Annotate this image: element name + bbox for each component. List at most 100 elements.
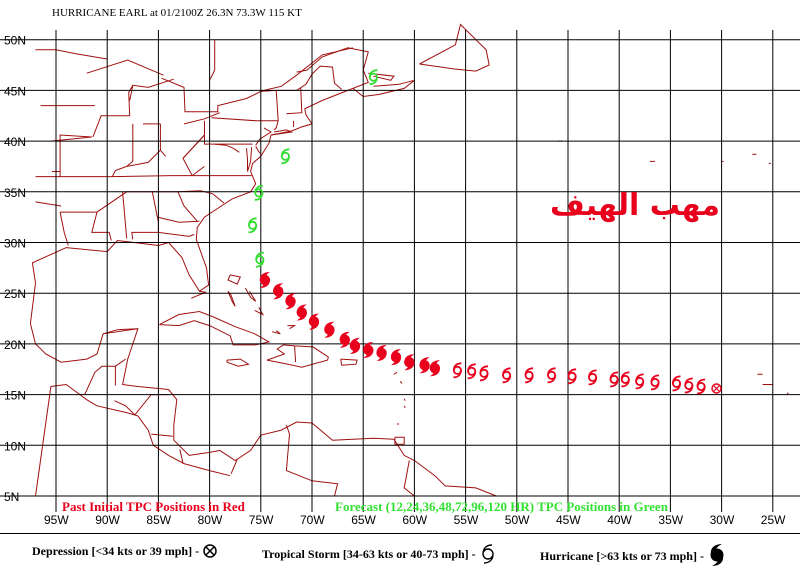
track-point-hurricane bbox=[404, 354, 415, 371]
bahamas-1 bbox=[227, 274, 242, 285]
track-point-storm bbox=[567, 368, 577, 385]
boundary-line bbox=[273, 120, 279, 131]
track-point-storm bbox=[368, 69, 378, 86]
legend-storm-text: Tropical Storm [34-63 kts or 40-73 mph] … bbox=[262, 547, 476, 561]
track-point-storm bbox=[467, 363, 477, 380]
lat-label: 5N bbox=[4, 490, 19, 504]
lon-label: 45W bbox=[556, 513, 581, 527]
lat-label: 15N bbox=[4, 389, 26, 403]
nova-scotia bbox=[352, 79, 415, 98]
windwards bbox=[393, 371, 398, 375]
trinidad bbox=[394, 436, 405, 445]
boundary-line bbox=[129, 78, 174, 101]
lat-label: 20N bbox=[4, 338, 26, 352]
boundary-line bbox=[91, 211, 112, 241]
boundary-line bbox=[92, 115, 130, 138]
bahamas-2 bbox=[227, 290, 236, 307]
lat-label: 30N bbox=[4, 237, 26, 251]
legend-storm: Tropical Storm [34-63 kts or 40-73 mph] … bbox=[262, 543, 497, 565]
boundary-line bbox=[84, 358, 126, 395]
track-point-hurricane bbox=[308, 313, 320, 330]
boundary-line bbox=[179, 449, 184, 464]
boundary-line bbox=[35, 49, 108, 60]
windwards-4 bbox=[403, 405, 406, 409]
lat-label: 10N bbox=[4, 439, 26, 453]
boundary-line bbox=[86, 59, 164, 76]
newfoundland bbox=[419, 23, 490, 72]
lon-label: 35W bbox=[658, 513, 683, 527]
lon-label: 60W bbox=[402, 513, 427, 527]
track-point-hurricane bbox=[273, 283, 284, 300]
track-point-storm bbox=[248, 217, 258, 234]
cuba bbox=[159, 310, 271, 346]
long-island bbox=[270, 129, 294, 136]
legend-depression: Depression [<34 kts or 39 mph] - bbox=[32, 543, 218, 559]
boundary-line bbox=[286, 87, 303, 115]
latitude-labels: 50N 45N 40N 35N 30N 25N 20N 15N 10N 5N bbox=[4, 34, 26, 504]
boundary-line bbox=[214, 143, 234, 149]
lon-label: 90W bbox=[95, 513, 120, 527]
track-point-storm bbox=[620, 371, 630, 388]
boundary-line bbox=[275, 89, 297, 121]
florida-keys bbox=[191, 290, 208, 299]
track-point-hurricane bbox=[390, 349, 402, 366]
lat-label: 35N bbox=[4, 186, 26, 200]
track-point-storm bbox=[635, 373, 645, 390]
boundary-line bbox=[35, 201, 62, 207]
hispaniola bbox=[266, 344, 329, 368]
track-point-storm bbox=[650, 374, 660, 391]
track-point-hurricane bbox=[339, 331, 350, 348]
track-point-hurricane bbox=[259, 272, 271, 288]
land-outlines bbox=[29, 23, 789, 497]
boundary-line bbox=[230, 459, 238, 474]
boundary-line bbox=[59, 134, 92, 177]
storm-track bbox=[248, 69, 722, 395]
depression-icon bbox=[203, 544, 217, 558]
boundary-line bbox=[35, 175, 252, 178]
lon-label: 65W bbox=[351, 513, 376, 527]
track-point-storm bbox=[524, 367, 534, 384]
boundary-line bbox=[59, 212, 69, 246]
boundary-line bbox=[131, 191, 159, 240]
boundary-line bbox=[157, 216, 200, 223]
boundary-line bbox=[182, 134, 205, 159]
boundary-line bbox=[294, 345, 297, 363]
lon-label: 40W bbox=[607, 513, 632, 527]
boundary-line bbox=[263, 47, 354, 91]
lon-label: 55W bbox=[454, 513, 479, 527]
track-point-hurricane bbox=[419, 357, 430, 374]
overlay-arabic-text: مهب الهيف bbox=[550, 188, 720, 223]
track-point-hurricane bbox=[296, 304, 307, 321]
boundary-line bbox=[285, 424, 339, 497]
boundary-line bbox=[60, 190, 225, 213]
lat-label: 50N bbox=[4, 34, 26, 48]
map-canvas: 50N 45N 40N 35N 30N 25N 20N 15N 10N 5N 95W 90W 85W 8… bbox=[0, 23, 800, 527]
lon-label: 30W bbox=[710, 513, 735, 527]
boundary-line bbox=[158, 231, 195, 237]
legend: Depression [<34 kts or 39 mph] - Tropica… bbox=[0, 533, 800, 566]
boundary-line bbox=[111, 149, 161, 177]
bahamas-6 bbox=[287, 325, 297, 330]
lat-label: 40N bbox=[4, 135, 26, 149]
boundary-line bbox=[191, 165, 205, 177]
track-point-hurricane bbox=[363, 342, 374, 358]
boundary-line bbox=[296, 65, 343, 91]
bahamas-5 bbox=[271, 330, 281, 335]
forecast-positions-label: Forecast (12,24,36,48,72,96,120 HR) TPC … bbox=[335, 499, 668, 514]
boundary-line bbox=[159, 123, 166, 157]
lon-label: 70W bbox=[300, 513, 325, 527]
windwards-2 bbox=[399, 381, 403, 384]
track-point-storm bbox=[502, 367, 512, 384]
boundary-line bbox=[122, 191, 128, 239]
lon-label: 95W bbox=[44, 513, 69, 527]
boundary-line bbox=[126, 123, 134, 167]
track-point-hurricane bbox=[349, 337, 361, 354]
track-point-storm bbox=[452, 362, 462, 379]
track-point-depression bbox=[711, 383, 722, 394]
boundary-line bbox=[255, 127, 272, 146]
bahamas-3 bbox=[244, 287, 257, 302]
bahamas-4 bbox=[254, 307, 265, 316]
boundary-line bbox=[128, 85, 134, 116]
pei bbox=[368, 72, 395, 81]
